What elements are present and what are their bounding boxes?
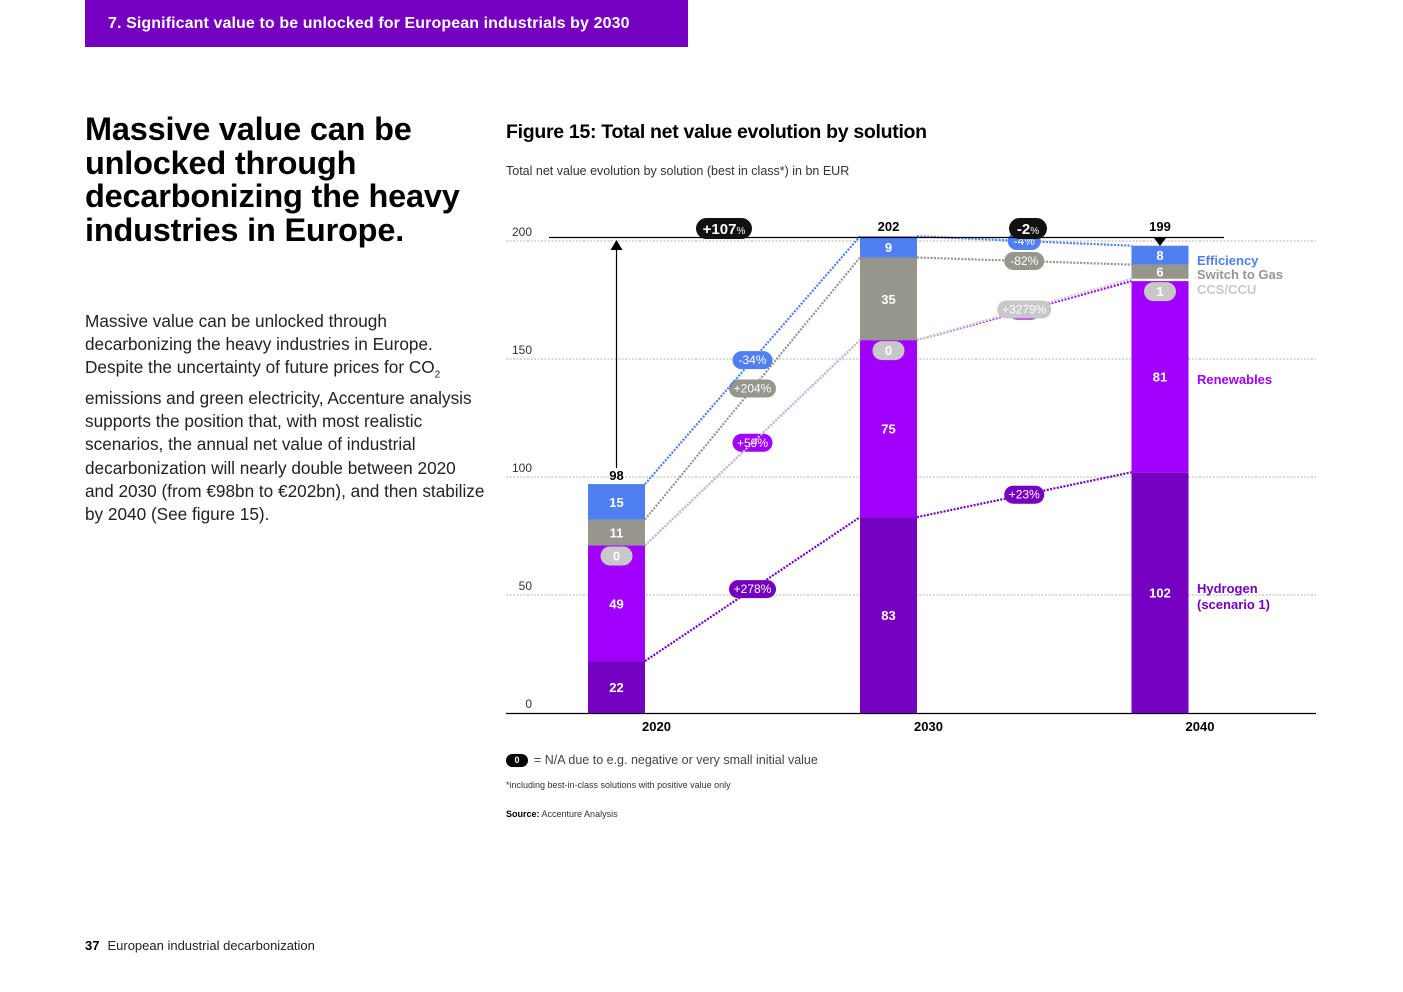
change-pill-label: -34% xyxy=(738,353,766,367)
page-footer: 37 European industrial decarbonization xyxy=(85,938,315,953)
change-pill-hydrogen-scenario-1--0 xyxy=(729,580,776,599)
bar-segment-hydrogen-scenario-1--2040 xyxy=(1131,472,1189,713)
ccs-value-pill-2020 xyxy=(600,546,633,566)
series-label-efficiency: Efficiency xyxy=(1197,253,1259,268)
segment-value-label: 9 xyxy=(885,240,892,255)
connector-ccs-ccu-0 xyxy=(644,339,861,547)
change-pill-switch-to-gas-0 xyxy=(729,379,776,398)
total-change-value: -2% xyxy=(1017,221,1039,238)
segment-value-label: 49 xyxy=(609,596,623,611)
page-headline: Massive value can be unlocked through de… xyxy=(85,111,460,248)
change-pill-label: +278% xyxy=(734,582,772,596)
source-label: Source: xyxy=(506,809,540,819)
bar-segment-efficiency-2030 xyxy=(860,236,917,258)
footer-title: European industrial decarbonization xyxy=(107,938,315,953)
na-legend-pill: 0 xyxy=(506,753,528,767)
change-pill-label: -82% xyxy=(1010,254,1038,268)
y-tick-label-50: 50 xyxy=(519,579,533,593)
series-label-hydrogen-scenario-1-: Hydrogen xyxy=(1197,581,1258,596)
segment-value-label: 83 xyxy=(881,608,895,623)
bar-segment-switch-to-gas-2030 xyxy=(860,257,917,341)
segment-value-label: 75 xyxy=(881,422,895,437)
arrow-up-icon xyxy=(610,240,623,250)
bar-segment-efficiency-2040 xyxy=(1131,245,1189,265)
segment-value-label: 11 xyxy=(610,525,624,540)
change-pill-switch-to-gas-1 xyxy=(1004,252,1045,271)
change-pill-label: +204% xyxy=(734,382,772,396)
total-change-unit: % xyxy=(1030,226,1039,237)
segment-value-label: 102 xyxy=(1149,586,1171,601)
na-legend-text: = N/A due to e.g. negative or very small… xyxy=(534,753,818,767)
change-pill-label: +59% xyxy=(737,436,768,450)
bar-segment-hydrogen-scenario-1--2020 xyxy=(588,661,645,713)
figure-subtitle: Total net value evolution by solution (b… xyxy=(506,164,850,178)
change-pill-label: +3279% xyxy=(1002,302,1047,316)
bar-segment-switch-to-gas-2040 xyxy=(1131,264,1189,279)
body-text-part1: Massive value can be unlocked through de… xyxy=(85,311,435,378)
segment-value-label: 8 xyxy=(1156,248,1163,263)
series-label-renewables: Renewables xyxy=(1197,372,1272,387)
y-tick-label-0: 0 xyxy=(525,697,532,711)
segment-value-label: 15 xyxy=(609,495,623,510)
page-number: 37 xyxy=(85,938,100,953)
x-tick-label-2020: 2020 xyxy=(642,719,671,734)
total-change-pill-2020-2030 xyxy=(696,218,752,239)
total-label-2030: 202 xyxy=(878,219,900,234)
total-change-value: +107% xyxy=(703,221,746,238)
series-label-ccs-ccu: CCS/CCU xyxy=(1197,282,1256,297)
segment-value-label: 22 xyxy=(609,680,623,695)
na-legend-note: 0 = N/A due to e.g. negative or very sma… xyxy=(506,753,818,767)
connector-renewables-1 xyxy=(916,280,1132,342)
body-paragraph: Massive value can be unlocked through de… xyxy=(85,310,485,526)
total-label-2020: 98 xyxy=(609,468,623,483)
ccs-value-pill-2040 xyxy=(1144,282,1176,302)
ccs-value-pill-2030 xyxy=(872,341,905,361)
series-label-hydrogen-scenario-1-: (scenario 1) xyxy=(1197,597,1270,612)
bar-segment-renewables-2040 xyxy=(1131,281,1189,473)
co2-subscript: 2 xyxy=(434,369,441,381)
section-banner: 7. Significant value to be unlocked for … xyxy=(85,0,688,47)
change-pill-label: +23% xyxy=(1009,488,1040,502)
segment-value-label: 81 xyxy=(1153,370,1167,385)
connector-switch-to-gas-0 xyxy=(644,256,861,521)
ccs-value-label-2020: 0 xyxy=(613,548,620,563)
bar-segment-renewables-2030 xyxy=(860,340,917,518)
ccs-value-label-2030: 0 xyxy=(885,343,892,358)
y-tick-label-150: 150 xyxy=(512,343,532,357)
bar-segment-efficiency-2020 xyxy=(588,484,645,520)
y-tick-label-200: 200 xyxy=(512,225,532,239)
y-tick-label-100: 100 xyxy=(512,461,532,475)
total-change-unit: % xyxy=(736,226,745,237)
segment-value-label: 6 xyxy=(1156,265,1163,280)
change-pill-hydrogen-scenario-1--1 xyxy=(1004,485,1045,504)
total-change-pill-2030-2040 xyxy=(1009,218,1047,239)
change-pill-ccs-ccu-1 xyxy=(997,300,1052,319)
series-label-switch-to-gas: Switch to Gas xyxy=(1197,267,1283,282)
total-label-2040: 199 xyxy=(1149,219,1171,234)
total-change-number: -2 xyxy=(1017,221,1030,238)
x-tick-label-2040: 2040 xyxy=(1186,719,1215,734)
arrow-down-icon xyxy=(1154,238,1166,246)
x-tick-label-2030: 2030 xyxy=(914,719,943,734)
segment-value-label: 35 xyxy=(881,292,895,307)
change-pill-efficiency-0 xyxy=(732,351,773,370)
change-pill-renewables-0 xyxy=(732,433,773,452)
figure-source: Source: Accenture Analysis xyxy=(506,809,618,819)
bar-segment-switch-to-gas-2020 xyxy=(588,519,645,546)
body-text-part2: emissions and green electricity, Accentu… xyxy=(85,388,485,525)
figure-footnote: *including best-in-class solutions with … xyxy=(506,780,731,790)
ccs-value-label-2040: 1 xyxy=(1156,284,1163,299)
total-change-number: +107 xyxy=(703,221,737,238)
source-text: Accenture Analysis xyxy=(541,809,618,819)
figure-title: Figure 15: Total net value evolution by … xyxy=(506,121,927,143)
bar-segment-hydrogen-scenario-1--2030 xyxy=(860,517,917,713)
